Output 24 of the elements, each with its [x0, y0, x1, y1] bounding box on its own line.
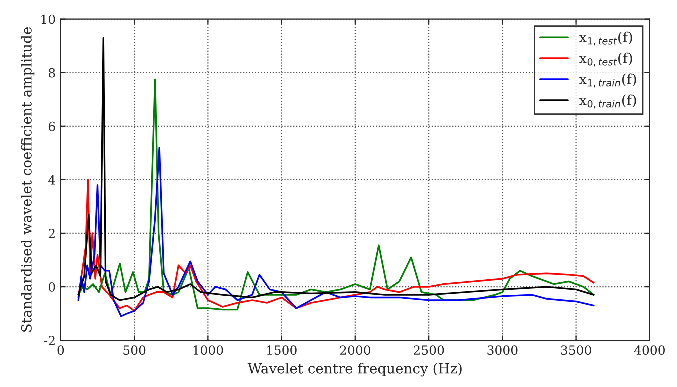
y-axis-title: Standardised wavelet coefficient amplitude: [21, 27, 35, 332]
legend-label: x$_{0,train}$(f): [579, 94, 636, 109]
legend-label: x$_{0,test}$(f): [579, 52, 632, 67]
legend-label: x$_{1,train}$(f): [579, 74, 636, 88]
x-tick-label: 2000: [340, 346, 370, 356]
y-tick-label: 6: [48, 122, 56, 132]
x-tick-label: 3000: [488, 346, 518, 356]
y-tick-label: 0: [48, 282, 56, 292]
line-series: [78, 179, 595, 312]
y-tick-label: 4: [48, 175, 56, 185]
x-axis-title: Wavelet centre frequency (Hz): [248, 363, 462, 377]
x-tick-label: 0: [58, 346, 64, 356]
x-tick-label: 500: [124, 346, 146, 356]
legend-label: x$_{1,test}$(f): [579, 32, 632, 46]
x-tick-label: 4000: [634, 346, 665, 356]
line-series: [78, 147, 595, 318]
x-tick-label: 3500: [561, 346, 592, 356]
y-tick-label: 2: [48, 228, 55, 238]
x-tick-label: 2500: [414, 346, 444, 356]
y-tick-label: 10: [42, 14, 56, 24]
x-tick-label: 1500: [267, 346, 297, 356]
y-tick-label: 8: [48, 68, 56, 78]
x-tick-label: 1000: [194, 346, 224, 356]
y-tick-label: -2: [44, 336, 55, 346]
